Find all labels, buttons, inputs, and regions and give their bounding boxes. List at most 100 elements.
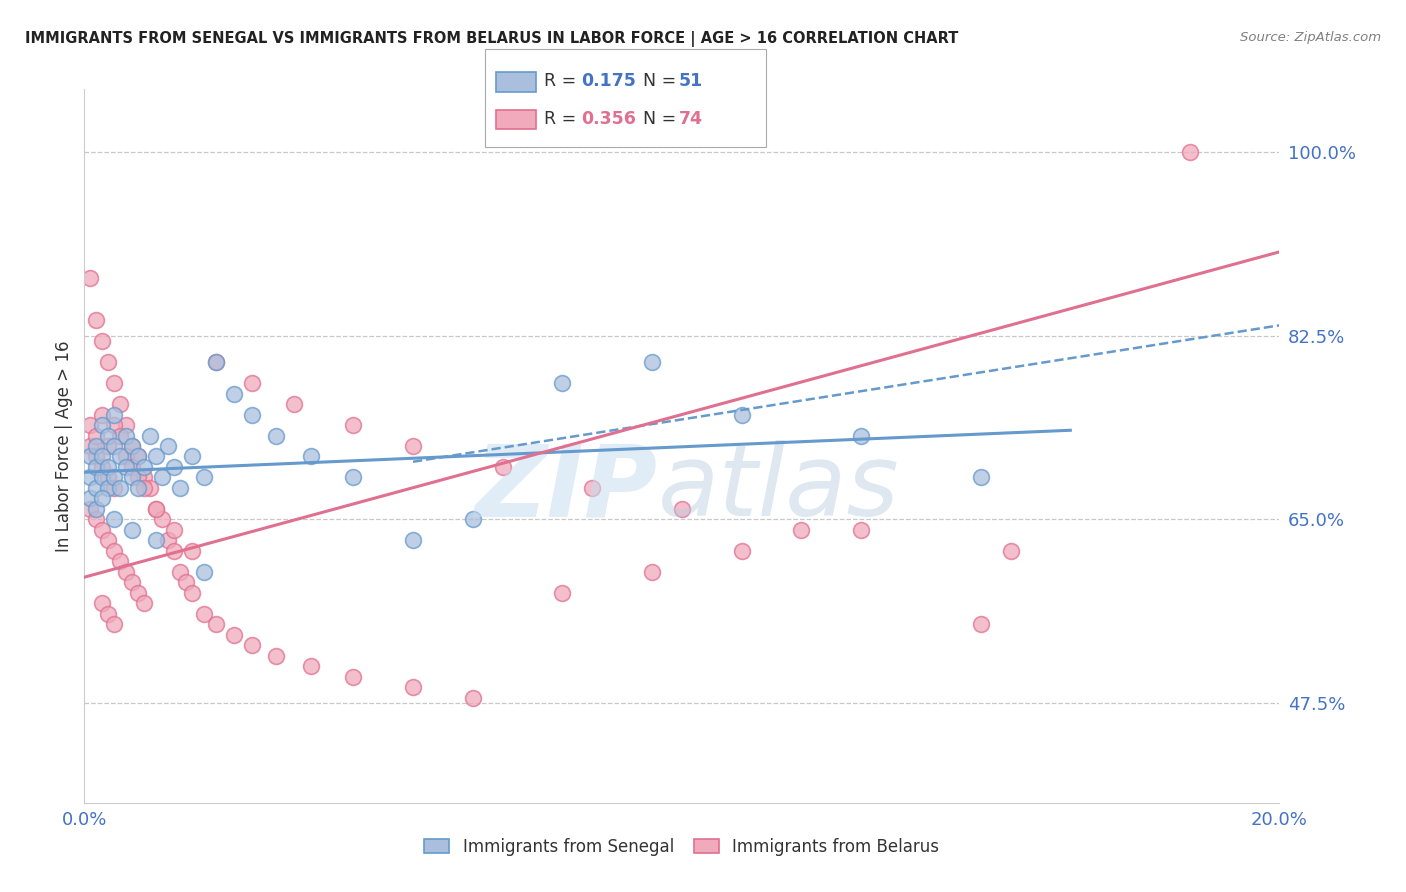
Point <box>671 502 693 516</box>
Text: 0.356: 0.356 <box>581 110 636 128</box>
Point <box>97 470 120 484</box>
Point <box>145 450 167 464</box>
Point <box>79 417 101 432</box>
Point <box>110 397 132 411</box>
Point <box>103 512 125 526</box>
Point <box>103 481 125 495</box>
Point <box>145 502 167 516</box>
Point <box>193 565 215 579</box>
Legend: Immigrants from Senegal, Immigrants from Belarus: Immigrants from Senegal, Immigrants from… <box>418 831 946 863</box>
Point <box>115 417 138 432</box>
Point <box>139 428 162 442</box>
Point <box>115 428 138 442</box>
Point <box>461 512 484 526</box>
Point <box>79 439 101 453</box>
Point <box>115 565 138 579</box>
Point <box>150 470 173 484</box>
Text: R =: R = <box>544 72 582 90</box>
Point <box>91 408 114 422</box>
Point <box>205 355 228 369</box>
Point <box>115 460 138 475</box>
Text: N =: N = <box>643 110 682 128</box>
Point <box>163 460 186 475</box>
Point <box>283 397 305 411</box>
Point <box>145 533 167 548</box>
Point <box>86 502 108 516</box>
Point <box>79 470 101 484</box>
Point <box>169 481 191 495</box>
Point <box>110 450 132 464</box>
Point <box>86 481 108 495</box>
Point <box>240 376 263 390</box>
Point <box>150 512 173 526</box>
Text: ZIP: ZIP <box>475 441 658 537</box>
Point <box>205 617 228 632</box>
Point <box>174 575 197 590</box>
Point <box>970 617 993 632</box>
Point <box>970 470 993 484</box>
Point <box>264 648 287 663</box>
Text: N =: N = <box>643 72 682 90</box>
Point <box>301 450 323 464</box>
Point <box>132 596 156 610</box>
Point <box>86 512 108 526</box>
Point <box>91 523 114 537</box>
Point <box>169 565 191 579</box>
Point <box>127 586 149 600</box>
Point <box>240 639 263 653</box>
Point <box>157 439 180 453</box>
Point <box>103 617 125 632</box>
Point <box>139 481 162 495</box>
Point <box>110 428 132 442</box>
Point <box>103 544 125 558</box>
Point <box>551 586 574 600</box>
Point <box>97 428 120 442</box>
Point <box>103 408 125 422</box>
Point <box>402 681 425 695</box>
Point <box>121 439 143 453</box>
Text: R =: R = <box>544 110 582 128</box>
Y-axis label: In Labor Force | Age > 16: In Labor Force | Age > 16 <box>55 340 73 552</box>
Point <box>110 554 132 568</box>
Point <box>91 334 114 348</box>
Point <box>551 376 574 390</box>
Point <box>86 428 108 442</box>
Point <box>790 523 813 537</box>
Point <box>132 460 156 475</box>
Point <box>97 533 120 548</box>
Point <box>492 460 515 475</box>
Point <box>145 502 167 516</box>
Point <box>851 523 873 537</box>
Point <box>132 470 156 484</box>
Point <box>264 428 287 442</box>
Point <box>79 502 101 516</box>
Point <box>121 460 143 475</box>
Point <box>205 355 228 369</box>
Point <box>641 565 664 579</box>
Point <box>127 450 149 464</box>
Point <box>132 481 156 495</box>
Point <box>193 607 215 621</box>
Point <box>127 450 149 464</box>
Point <box>79 491 101 506</box>
Point <box>301 659 323 673</box>
Point <box>91 417 114 432</box>
Text: 0.175: 0.175 <box>581 72 636 90</box>
Point <box>342 670 364 684</box>
Point <box>91 470 114 484</box>
Point <box>157 533 180 548</box>
Point <box>97 355 120 369</box>
Point <box>115 450 138 464</box>
Point <box>222 628 245 642</box>
Point <box>79 450 101 464</box>
Point <box>97 460 120 475</box>
Point <box>110 481 132 495</box>
Point <box>222 386 245 401</box>
Point <box>851 428 873 442</box>
Point <box>86 460 108 475</box>
Point <box>240 408 263 422</box>
Point <box>86 439 108 453</box>
Point <box>127 470 149 484</box>
Point <box>91 491 114 506</box>
Point <box>402 439 425 453</box>
